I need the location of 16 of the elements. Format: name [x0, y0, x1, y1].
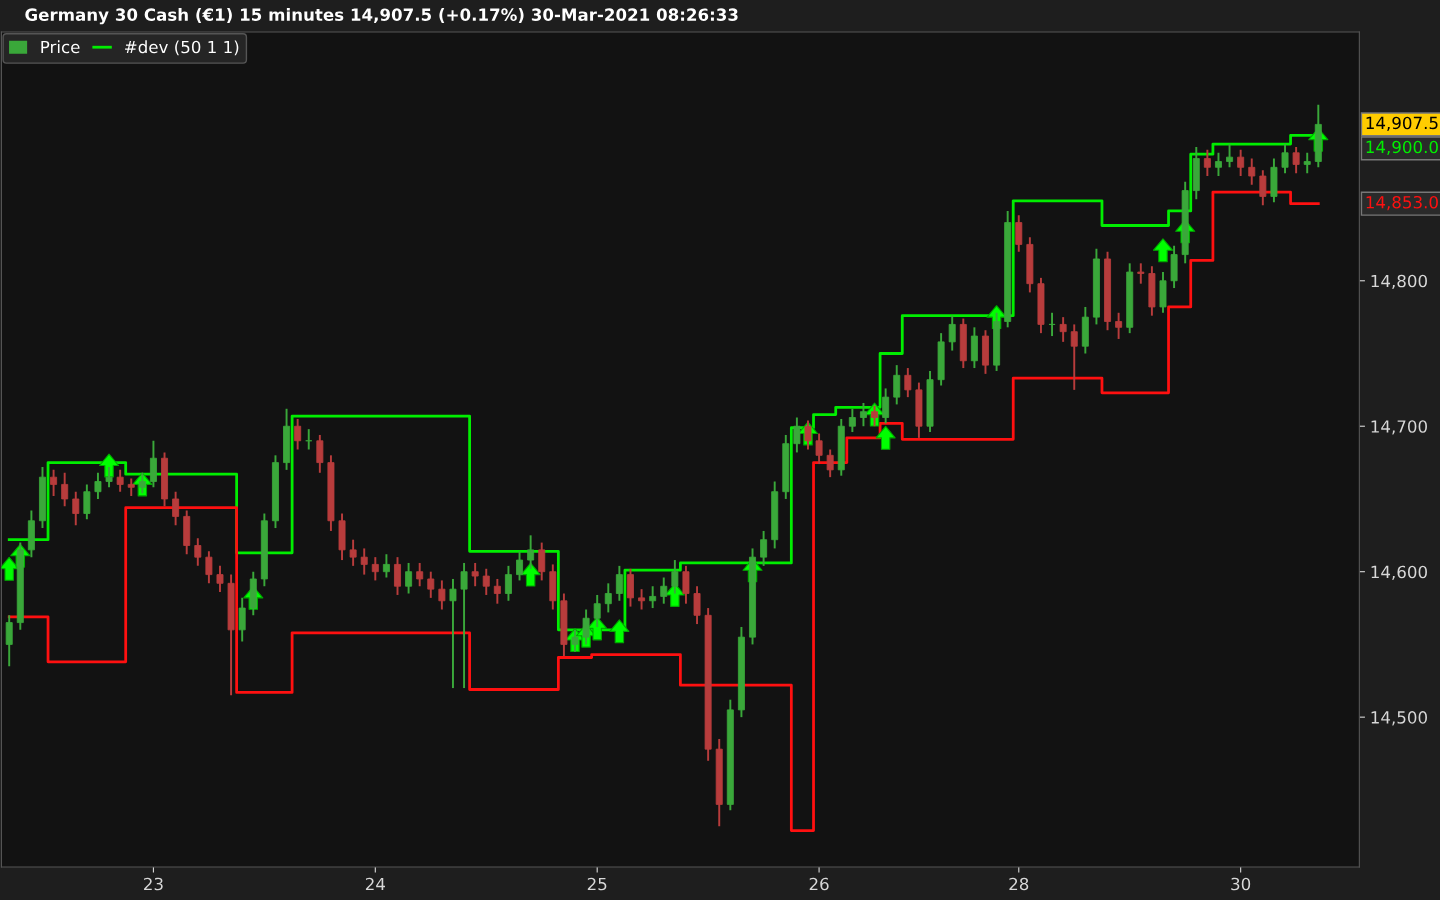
y-tick-label: 14,800	[1371, 274, 1427, 290]
y-tick-label: 14,600	[1371, 565, 1427, 580]
x-tick-label: 23	[144, 877, 163, 891]
chart-title: Germany 30 Cash (€1) 15 minutes 14,907.5 (+0.17%) 30-Mar-2021 08:26:33	[25, 8, 738, 25]
text: 14,900.0	[1366, 140, 1438, 155]
legend-label: Price	[41, 40, 80, 54]
x-tick-label: 24	[365, 877, 385, 891]
x-tick-label: 25	[587, 877, 607, 891]
legend-label: #dev (50 1 1)	[125, 40, 239, 56]
x-tick-label: 28	[1009, 877, 1029, 891]
y-tick-label: 14,500	[1371, 711, 1427, 726]
y-tick-label: 14,700	[1371, 420, 1427, 435]
x-tick-label: 30	[1231, 877, 1251, 891]
x-tick-label: 26	[809, 877, 829, 891]
text: 14,853.0	[1366, 195, 1438, 211]
text: 14,907.5	[1366, 116, 1438, 131]
